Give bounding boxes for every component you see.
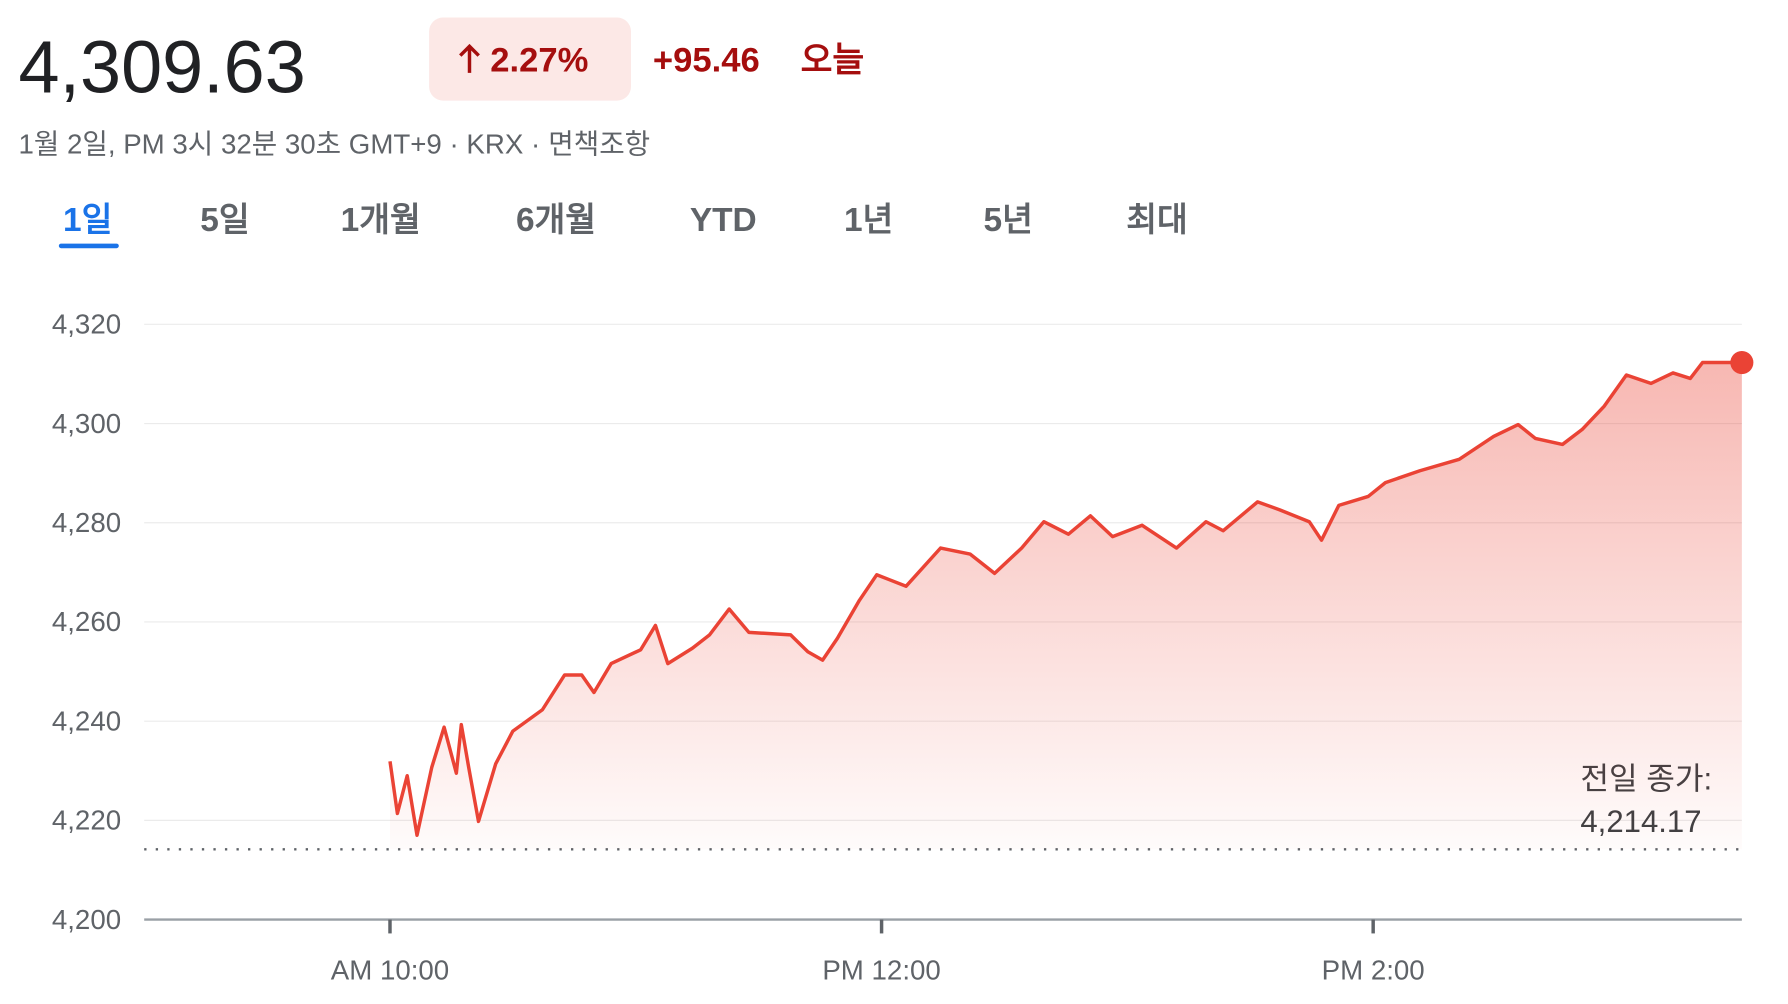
x-tick-label: PM 12:00 [822, 955, 940, 986]
area-fill [389, 362, 1742, 850]
change-percent: 2.27% [490, 42, 588, 80]
y-tick-label: 4,280 [52, 507, 121, 538]
change-absolute: +95.46 [653, 42, 760, 80]
range-tab[interactable]: 1개월 [341, 202, 421, 239]
range-tab[interactable]: 1일 [63, 202, 112, 239]
disclaimer-link[interactable]: 면책조항 [548, 129, 650, 160]
range-tabs: 1일 5일 1개월 6개월 YTD 1년 5년 최대 [58, 202, 1188, 249]
x-tick-label: AM 10:00 [331, 955, 449, 986]
range-tab[interactable]: YTD [690, 202, 757, 239]
range-tab[interactable]: 6개월 [516, 202, 596, 239]
chart: 4,200 4,220 4,240 4,260 4,280 4,300 4,320 AM 10… [52, 309, 1754, 986]
range-tab[interactable]: 5일 [200, 202, 249, 239]
timestamp-line: 1월 2일, PM 3시 32분 30초 GMT+9 · KRX · 면책조항 [18, 129, 650, 160]
y-tick-label: 4,200 [52, 904, 121, 935]
y-tick-label: 4,220 [52, 805, 121, 836]
y-tick-label: 4,260 [52, 606, 121, 637]
x-tick-label: PM 2:00 [1322, 955, 1425, 986]
change-badge [429, 17, 631, 101]
y-tick-label: 4,320 [52, 309, 121, 340]
current-point [1730, 351, 1754, 375]
range-tab[interactable]: 최대 [1126, 202, 1188, 239]
y-tick-label: 4,240 [52, 705, 121, 736]
change-period: 오늘 [801, 42, 865, 80]
range-tab[interactable]: 5년 [984, 202, 1033, 239]
timestamp: 1월 2일, PM 3시 32분 30초 GMT+9 · KRX · [18, 129, 540, 160]
price: 4,309.63 [18, 25, 305, 108]
price-line [388, 360, 1742, 837]
y-tick-label: 4,300 [52, 408, 121, 439]
range-tab[interactable]: 1년 [844, 202, 893, 239]
up-arrow-icon [459, 43, 480, 73]
